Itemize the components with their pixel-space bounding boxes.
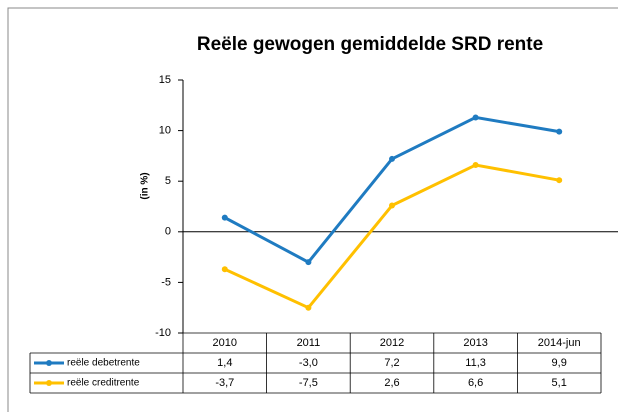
series-marker <box>221 266 228 273</box>
legend-marker <box>46 360 52 366</box>
x-tick-label: 2010 <box>213 337 237 349</box>
table-value: 6,6 <box>468 377 483 389</box>
series-marker <box>305 259 312 266</box>
series-marker <box>472 114 479 121</box>
series-marker <box>556 128 563 135</box>
x-tick-label: 2013 <box>463 337 487 349</box>
y-tick-label: 10 <box>159 125 171 137</box>
y-tick-label: 5 <box>165 175 171 187</box>
series-marker <box>556 177 563 184</box>
y-tick-label: -10 <box>155 327 171 339</box>
chart-title: Reële gewogen gemiddelde SRD rente <box>197 34 543 55</box>
y-axis-label: (in %) <box>140 172 151 199</box>
x-tick-label: 2014-jun <box>538 337 581 349</box>
table-value: -3,0 <box>299 357 318 369</box>
y-tick-label: 15 <box>159 74 171 86</box>
x-tick-label: 2011 <box>297 337 321 349</box>
table-value: -7,5 <box>299 377 318 389</box>
x-tick-label: 2012 <box>380 337 404 349</box>
table-value: 7,2 <box>384 357 399 369</box>
table-value: 5,1 <box>552 377 567 389</box>
table-value: -3,7 <box>215 377 234 389</box>
series-marker <box>221 214 228 221</box>
table-value: 11,3 <box>465 357 486 369</box>
legend-marker <box>46 380 52 386</box>
table-value: 1,4 <box>217 357 232 369</box>
series-marker <box>389 202 395 209</box>
legend-label: reële creditrente <box>67 378 140 389</box>
chart-border <box>7 7 618 412</box>
y-tick-label: 0 <box>165 226 171 238</box>
table-value: 2,6 <box>384 377 399 389</box>
y-tick-label: -5 <box>161 276 171 288</box>
legend-label: reële debetrente <box>67 358 140 369</box>
series-marker <box>305 304 312 311</box>
table-value: 9,9 <box>552 357 567 369</box>
series-marker <box>389 155 395 162</box>
series-marker <box>472 162 479 169</box>
